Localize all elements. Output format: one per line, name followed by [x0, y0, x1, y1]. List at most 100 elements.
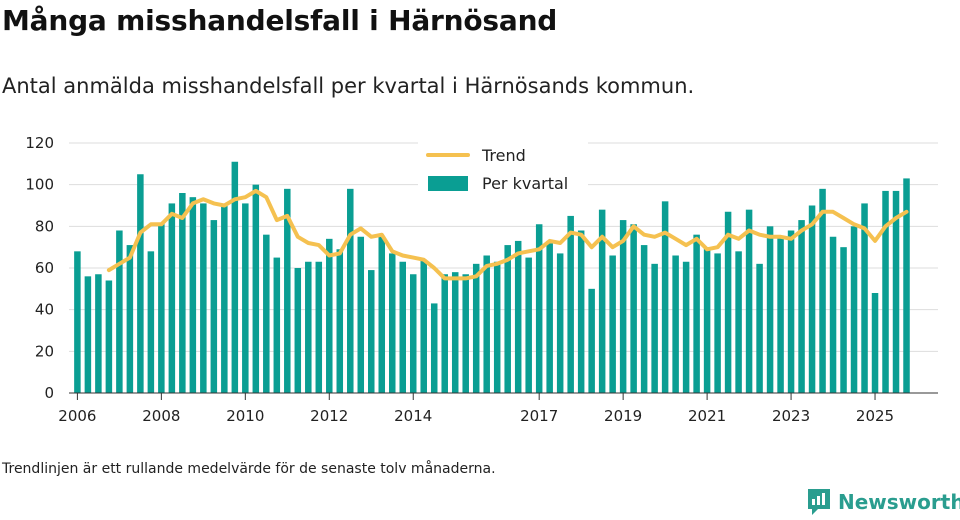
x-tick-label: 2021 — [688, 407, 726, 425]
bar — [409, 274, 417, 393]
bar — [556, 253, 564, 393]
y-tick-label: 80 — [35, 217, 54, 235]
bar — [357, 236, 365, 393]
bar — [116, 230, 123, 393]
bar — [766, 226, 774, 393]
bar — [672, 255, 679, 393]
bar — [399, 261, 406, 393]
legend-trend-label: Trend — [481, 146, 526, 165]
bar — [871, 293, 879, 393]
bar — [609, 255, 616, 393]
bar — [105, 280, 113, 393]
trend-line — [106, 188, 909, 281]
footnote: Trendlinjen är ett rullande medelvärde f… — [2, 461, 496, 477]
x-tick-label: 2019 — [604, 407, 642, 425]
bar — [640, 245, 648, 393]
bar — [714, 253, 721, 393]
bar — [693, 234, 700, 393]
bar — [263, 234, 270, 393]
bar — [336, 249, 344, 393]
bar — [630, 224, 637, 393]
bar — [588, 288, 595, 393]
x-tick-label: 2014 — [394, 407, 432, 425]
bar — [84, 276, 92, 393]
bar — [724, 211, 732, 393]
legend-bar-label: Per kvartal — [482, 174, 568, 193]
bar — [126, 245, 134, 393]
x-tick-label: 2008 — [142, 407, 180, 425]
bar — [221, 205, 228, 393]
bar — [808, 205, 816, 393]
brand-logo: Newsworthy — [806, 487, 960, 517]
bar — [168, 203, 176, 393]
bar — [451, 272, 459, 393]
y-tick-label: 120 — [25, 134, 54, 152]
x-tick-label: 2023 — [772, 407, 810, 425]
bar — [294, 268, 302, 393]
legend-background — [418, 140, 588, 202]
bar — [189, 197, 197, 393]
bar — [861, 203, 868, 393]
bar — [305, 261, 312, 393]
bar — [651, 263, 658, 393]
bar — [210, 220, 218, 393]
bar — [472, 263, 480, 393]
bar — [430, 303, 438, 393]
x-tick-label: 2017 — [520, 407, 558, 425]
bar — [462, 274, 469, 393]
bar — [892, 190, 900, 393]
bar — [777, 236, 784, 393]
bar — [252, 184, 260, 393]
bar — [179, 193, 186, 393]
bar — [787, 230, 795, 393]
chart-title: Många misshandelsfall i Härnösand — [2, 4, 558, 37]
bar — [347, 188, 354, 393]
x-tick-label: 2006 — [58, 407, 96, 425]
y-tick-label: 100 — [25, 176, 54, 194]
y-tick-label: 40 — [35, 301, 54, 319]
chart-subtitle: Antal anmälda misshandelsfall per kvarta… — [2, 74, 695, 98]
bar — [903, 178, 910, 393]
bar-series — [74, 161, 910, 393]
bar — [200, 203, 207, 393]
bar — [661, 201, 669, 393]
bar — [619, 220, 627, 393]
bar — [525, 257, 532, 393]
bar — [315, 261, 323, 393]
bar — [483, 255, 490, 393]
bar — [158, 224, 165, 393]
bar — [850, 226, 858, 393]
bar — [504, 245, 511, 393]
bar — [378, 236, 386, 393]
bar — [231, 161, 239, 393]
y-tick-label: 0 — [44, 384, 54, 402]
bar — [368, 270, 375, 393]
bar — [95, 274, 102, 393]
brand-name: Newsworthy — [838, 490, 960, 514]
x-tick-label: 2012 — [310, 407, 348, 425]
x-ticks: 2006 2008 2010 2012 2014 2017 2019 2021 2023 2025 — [58, 393, 894, 425]
bar — [441, 274, 448, 393]
bar — [840, 247, 847, 393]
bar — [147, 251, 155, 393]
bar — [577, 230, 585, 393]
newsworthy-logo-icon — [808, 489, 830, 515]
bar — [514, 240, 522, 393]
bar — [388, 253, 396, 393]
bar — [882, 190, 889, 393]
bar — [326, 238, 333, 393]
bar — [756, 263, 763, 393]
legend: Trend Per kvartal — [418, 140, 588, 202]
y-tick-label: 20 — [35, 342, 54, 360]
bar — [703, 247, 711, 393]
x-tick-label: 2010 — [226, 407, 264, 425]
bar — [745, 209, 753, 393]
x-tick-label: 2025 — [856, 407, 894, 425]
y-tick-label: 60 — [35, 259, 54, 277]
bar — [682, 261, 690, 393]
bar — [819, 188, 826, 393]
bar — [567, 215, 574, 393]
chart-area: 2006 2008 2010 2012 2014 2017 2019 2021 2023 2025… — [25, 134, 938, 425]
bar — [242, 203, 249, 393]
legend-bar-swatch — [428, 176, 468, 191]
